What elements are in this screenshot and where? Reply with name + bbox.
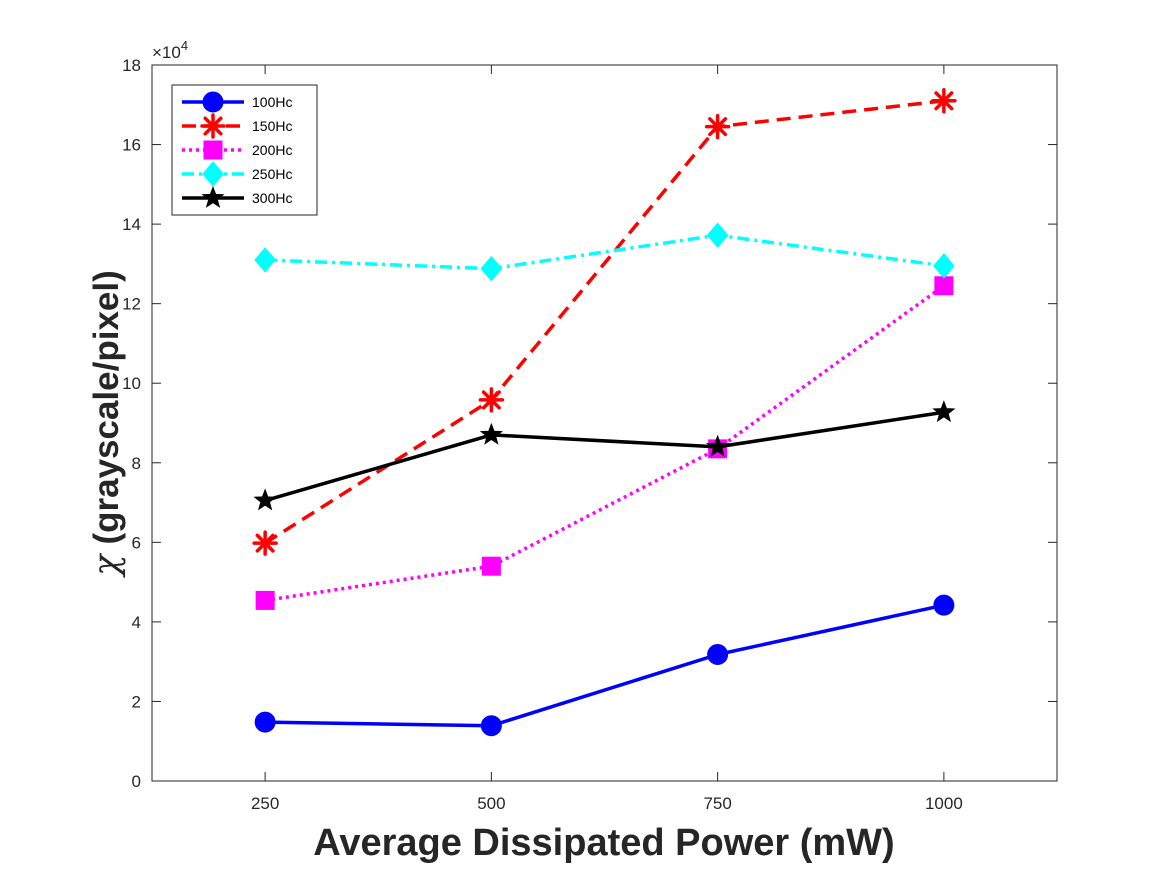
y-tick-label: 2 — [132, 692, 141, 711]
x-tick-label: 250 — [251, 794, 279, 813]
x-tick-label: 1000 — [925, 794, 963, 813]
data-point — [478, 387, 505, 413]
y-tick-label: 16 — [122, 136, 141, 155]
data-point — [933, 253, 955, 279]
y-tick-label: 8 — [132, 454, 141, 473]
data-point — [932, 400, 956, 423]
legend-entry: 300Hc — [182, 185, 292, 208]
series-300Hc — [253, 400, 956, 511]
data-point — [254, 247, 276, 273]
axis-ticks: 0 2 4 6 8 10 12 14 16 18 250 500 750 1000 — [122, 56, 1057, 813]
data-point — [202, 91, 224, 113]
y-tick-label: 4 — [132, 613, 141, 632]
legend-entry: 100Hc — [182, 91, 292, 113]
legend-box — [171, 84, 318, 216]
series-line — [265, 603, 945, 728]
series-100Hc — [254, 594, 955, 737]
data-point — [254, 711, 276, 733]
series-layer — [252, 88, 957, 737]
y-tick-label: 6 — [132, 533, 141, 552]
data-point — [704, 113, 731, 140]
data-point — [707, 644, 729, 666]
y-exponent-label: ×104 — [152, 38, 188, 62]
legend-entry: 200Hc — [182, 140, 292, 160]
series-250Hc — [254, 222, 955, 282]
x-tick-label: 500 — [477, 794, 505, 813]
data-point — [480, 255, 503, 282]
series-200Hc — [255, 276, 954, 610]
data-point — [481, 556, 501, 576]
data-point — [706, 434, 730, 457]
data-point — [934, 276, 954, 296]
legend-label: 100Hc — [252, 94, 292, 110]
series-line — [264, 410, 945, 503]
y-axis-title: χ (grayscale/pixel) — [87, 270, 127, 579]
data-point — [933, 594, 955, 616]
x-tick-label: 750 — [703, 794, 731, 813]
data-point — [252, 530, 278, 556]
data-point — [255, 590, 275, 610]
legend-label: 300Hc — [252, 190, 292, 206]
legend-entry: 150Hc — [182, 113, 292, 139]
data-point — [203, 140, 223, 160]
data-point — [200, 113, 226, 139]
data-point — [479, 422, 503, 445]
y-exponent-power: 4 — [181, 38, 188, 53]
y-axis-label: (grayscale/pixel) — [87, 270, 126, 544]
y-exponent-base: ×10 — [152, 43, 181, 62]
data-point — [706, 222, 729, 249]
legend: 100Hc 150Hc 200Hc 250Hc 300Hc — [171, 84, 318, 216]
y-tick-label: 10 — [122, 374, 141, 393]
y-tick-label: 12 — [122, 295, 141, 314]
data-point — [253, 488, 277, 511]
series-line — [264, 284, 945, 603]
data-point — [201, 185, 225, 208]
legend-label: 150Hc — [252, 118, 292, 134]
legend-label: 250Hc — [252, 166, 292, 182]
series-150Hc — [252, 88, 957, 556]
x-axis-title: Average Dissipated Power (mW) — [313, 822, 894, 864]
series-line — [265, 233, 945, 271]
y-tick-label: 18 — [122, 56, 141, 75]
series-line — [264, 99, 945, 545]
data-point — [480, 715, 502, 737]
y-tick-label: 14 — [122, 215, 141, 234]
data-point — [931, 88, 957, 114]
legend-label: 200Hc — [252, 142, 292, 158]
y-tick-label: 0 — [132, 772, 141, 791]
legend-entry: 250Hc — [182, 161, 292, 187]
y-axis-symbol: χ — [87, 553, 127, 579]
